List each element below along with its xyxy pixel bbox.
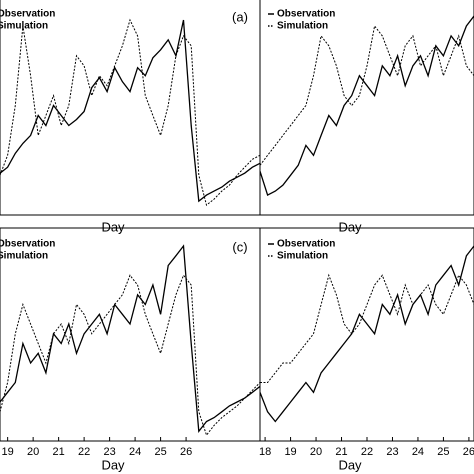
plot-frame: [0, 0, 261, 216]
x-tick-label: 24: [129, 446, 141, 458]
series-line: [260, 245, 474, 423]
plot-frame: [259, 0, 474, 216]
x-axis-label: Day: [101, 457, 125, 472]
series-line: [260, 273, 474, 383]
x-tick-label: 24: [412, 446, 424, 458]
series-line: [0, 274, 260, 437]
x-tick-label: 22: [361, 446, 373, 458]
series-line: [260, 24, 474, 166]
legend-label: Observation: [277, 9, 335, 20]
series-line: [0, 19, 260, 203]
legend-label: Observation: [0, 9, 55, 20]
panel-label: (c): [232, 239, 247, 254]
panel-label: (a): [232, 9, 248, 24]
legend-label: Observation: [277, 239, 335, 250]
series-line: [0, 18, 260, 206]
x-tick-label: 23: [386, 446, 398, 458]
x-axis-label: Day: [101, 219, 125, 234]
x-tick-label: 19: [284, 446, 296, 458]
series-line: [260, 15, 474, 197]
x-tick-label: 23: [103, 446, 115, 458]
x-tick-label: 22: [78, 446, 90, 458]
x-tick-label: 21: [53, 446, 65, 458]
legend-label: Simulation: [0, 21, 48, 32]
legend-label: Simulation: [0, 251, 48, 262]
x-axis-label: Day: [338, 457, 362, 472]
legend-label: Simulation: [277, 21, 328, 32]
series-line: [0, 244, 260, 433]
legend-label: Simulation: [277, 251, 328, 262]
legend-label: Observation: [0, 239, 55, 250]
x-tick-label: 25: [437, 446, 449, 458]
x-tick-label: 20: [27, 446, 39, 458]
x-tick-label: 26: [180, 446, 192, 458]
x-tick-label: 19: [2, 446, 14, 458]
x-tick-label: 25: [154, 446, 166, 458]
x-tick-label: 18: [259, 446, 271, 458]
x-tick-label: 26: [463, 446, 474, 458]
x-axis-label: Day: [338, 219, 362, 234]
x-tick-label: 21: [335, 446, 347, 458]
x-tick-label: 20: [310, 446, 322, 458]
